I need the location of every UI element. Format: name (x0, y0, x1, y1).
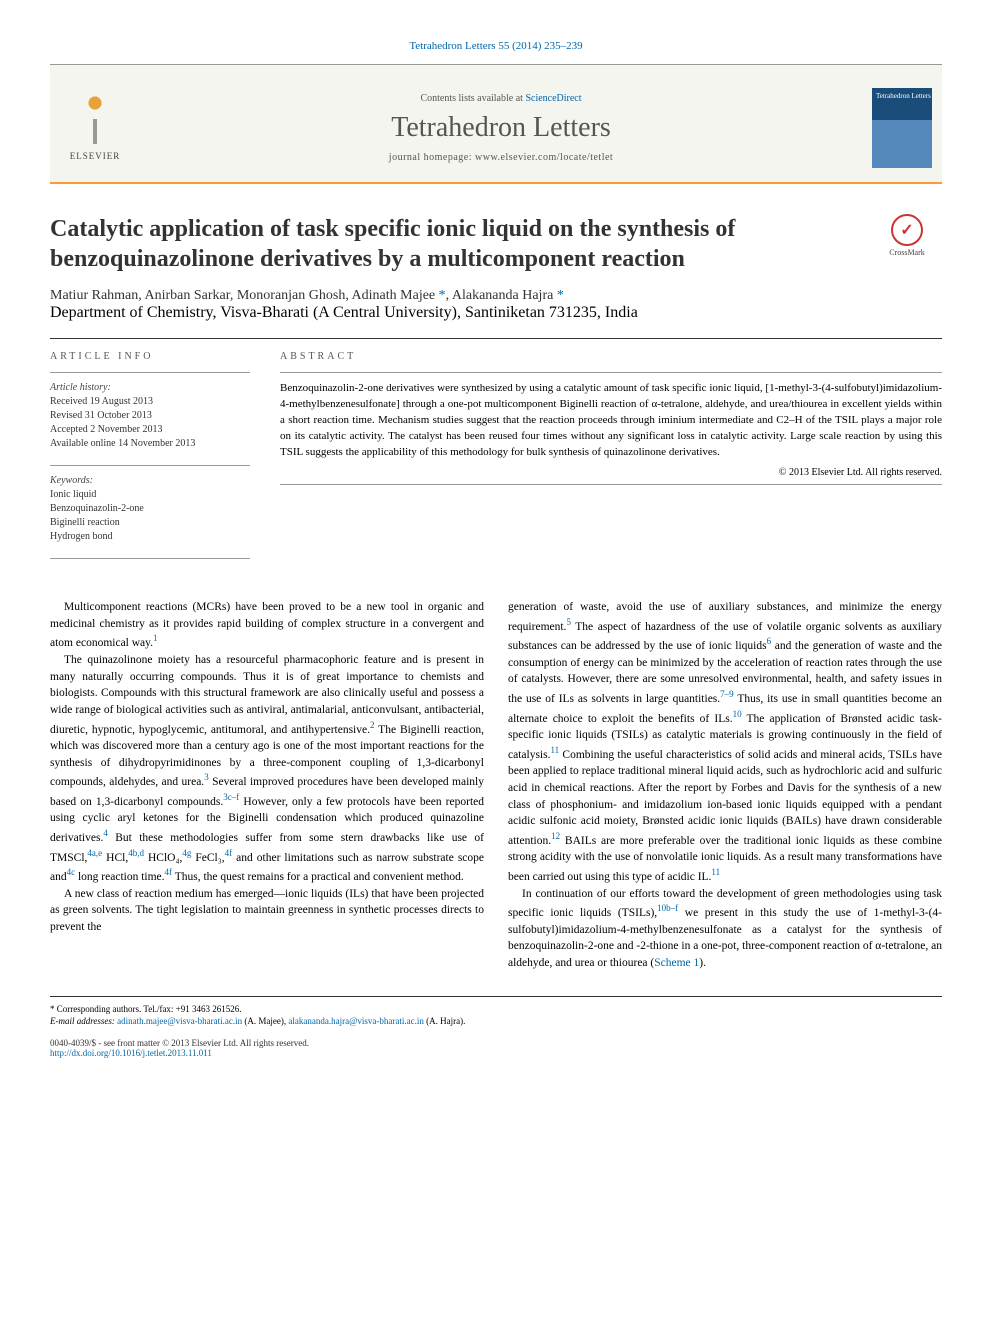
corresponding-emails: E-mail addresses: adinath.majee@visva-bh… (50, 1015, 942, 1028)
corresponding-mark-1: * (435, 288, 446, 303)
article-title: Catalytic application of task specific i… (50, 214, 852, 274)
ref-4ae[interactable]: 4a,e (87, 848, 102, 858)
keywords-label: Keywords: (50, 474, 250, 488)
authors-part2: , Alakananda Hajra (446, 288, 554, 303)
article-info-heading: ARTICLE INFO (50, 351, 250, 362)
footer-corresponding: * Corresponding authors. Tel./fax: +91 3… (50, 996, 942, 1028)
email-hajra[interactable]: alakananda.hajra@visva-bharati.ac.in (288, 1016, 423, 1026)
keywords-block: Keywords: Ionic liquid Benzoquinazolin-2… (50, 474, 250, 544)
homepage-url[interactable]: www.elsevier.com/locate/tetlet (475, 152, 613, 163)
body-column-right: generation of waste, avoid the use of au… (508, 599, 942, 972)
abstract-copyright: © 2013 Elsevier Ltd. All rights reserved… (280, 467, 942, 478)
keyword-2: Benzoquinazolin-2-one (50, 502, 250, 516)
history-label: Article history: (50, 381, 250, 395)
ref-12[interactable]: 12 (551, 831, 560, 841)
body-column-left: Multicomponent reactions (MCRs) have bee… (50, 599, 484, 972)
email1-name: (A. Majee), (242, 1016, 288, 1026)
ref-11[interactable]: 11 (550, 745, 559, 755)
crossmark-icon: ✓ (891, 214, 923, 246)
info-divider-3 (50, 558, 250, 559)
ref-4c[interactable]: 4c (67, 867, 76, 877)
journal-title: Tetrahedron Letters (130, 112, 872, 144)
footer-issn-doi: 0040-4039/$ - see front matter © 2013 El… (50, 1038, 942, 1058)
contents-available-line: Contents lists available at ScienceDirec… (130, 93, 872, 104)
scheme-1-link[interactable]: Scheme 1 (654, 957, 699, 969)
ref-11b[interactable]: 11 (711, 867, 720, 877)
ref-79[interactable]: 7–9 (720, 689, 734, 699)
article-history: Article history: Received 19 August 2013… (50, 381, 250, 451)
body-para-3: A new class of reaction medium has emerg… (50, 886, 484, 936)
journal-homepage: journal homepage: www.elsevier.com/locat… (130, 152, 872, 163)
keyword-4: Hydrogen bond (50, 530, 250, 544)
corresponding-tel: * Corresponding authors. Tel./fax: +91 3… (50, 1003, 942, 1016)
journal-header: ELSEVIER Contents lists available at Sci… (50, 64, 942, 184)
author-list: Matiur Rahman, Anirban Sarkar, Monoranja… (50, 288, 942, 304)
abstract-text: Benzoquinazolin-2-one derivatives were s… (280, 381, 942, 461)
info-divider (50, 372, 250, 373)
contents-prefix: Contents lists available at (420, 93, 525, 104)
journal-cover-thumbnail (872, 88, 932, 168)
revised-date: Revised 31 October 2013 (50, 409, 250, 423)
email-majee[interactable]: adinath.majee@visva-bharati.ac.in (117, 1016, 242, 1026)
accepted-date: Accepted 2 November 2013 (50, 423, 250, 437)
ref-4bd[interactable]: 4b,d (128, 848, 144, 858)
body-para-5: In continuation of our efforts toward th… (508, 886, 942, 972)
abstract-bottom-divider (280, 484, 942, 485)
keyword-3: Biginelli reaction (50, 516, 250, 530)
citation-line: Tetrahedron Letters 55 (2014) 235–239 (50, 40, 942, 52)
keyword-1: Ionic liquid (50, 488, 250, 502)
elsevier-tree-icon (70, 94, 120, 149)
body-para-2: The quinazolinone moiety has a resourcef… (50, 652, 484, 886)
ref-4f2[interactable]: 4f (165, 867, 173, 877)
email-label: E-mail addresses: (50, 1016, 117, 1026)
ref-3cf[interactable]: 3c–f (223, 792, 239, 802)
sciencedirect-link[interactable]: ScienceDirect (525, 93, 581, 104)
email2-name: (A. Hajra). (424, 1016, 465, 1026)
ref-10bf[interactable]: 10b–f (657, 903, 678, 913)
ref-4g[interactable]: 4g (182, 848, 191, 858)
body-para-1: Multicomponent reactions (MCRs) have bee… (50, 599, 484, 652)
authors-part1: Matiur Rahman, Anirban Sarkar, Monoranja… (50, 288, 435, 303)
received-date: Received 19 August 2013 (50, 395, 250, 409)
ref-10[interactable]: 10 (733, 709, 742, 719)
body-para-4: generation of waste, avoid the use of au… (508, 599, 942, 886)
body-text: Multicomponent reactions (MCRs) have bee… (50, 599, 942, 972)
publisher-name: ELSEVIER (60, 151, 130, 161)
doi-link[interactable]: http://dx.doi.org/10.1016/j.tetlet.2013.… (50, 1048, 212, 1058)
abstract-heading: ABSTRACT (280, 351, 942, 362)
corresponding-mark-2: * (553, 288, 564, 303)
homepage-prefix: journal homepage: (389, 152, 475, 163)
info-divider-2 (50, 465, 250, 466)
publisher-logo: ELSEVIER (60, 94, 130, 161)
section-divider (50, 338, 942, 339)
crossmark-label: CrossMark (872, 248, 942, 257)
ref-1[interactable]: 1 (153, 633, 158, 643)
abstract-divider (280, 372, 942, 373)
crossmark-badge[interactable]: ✓ CrossMark (872, 214, 942, 274)
issn-line: 0040-4039/$ - see front matter © 2013 El… (50, 1038, 942, 1048)
online-date: Available online 14 November 2013 (50, 437, 250, 451)
